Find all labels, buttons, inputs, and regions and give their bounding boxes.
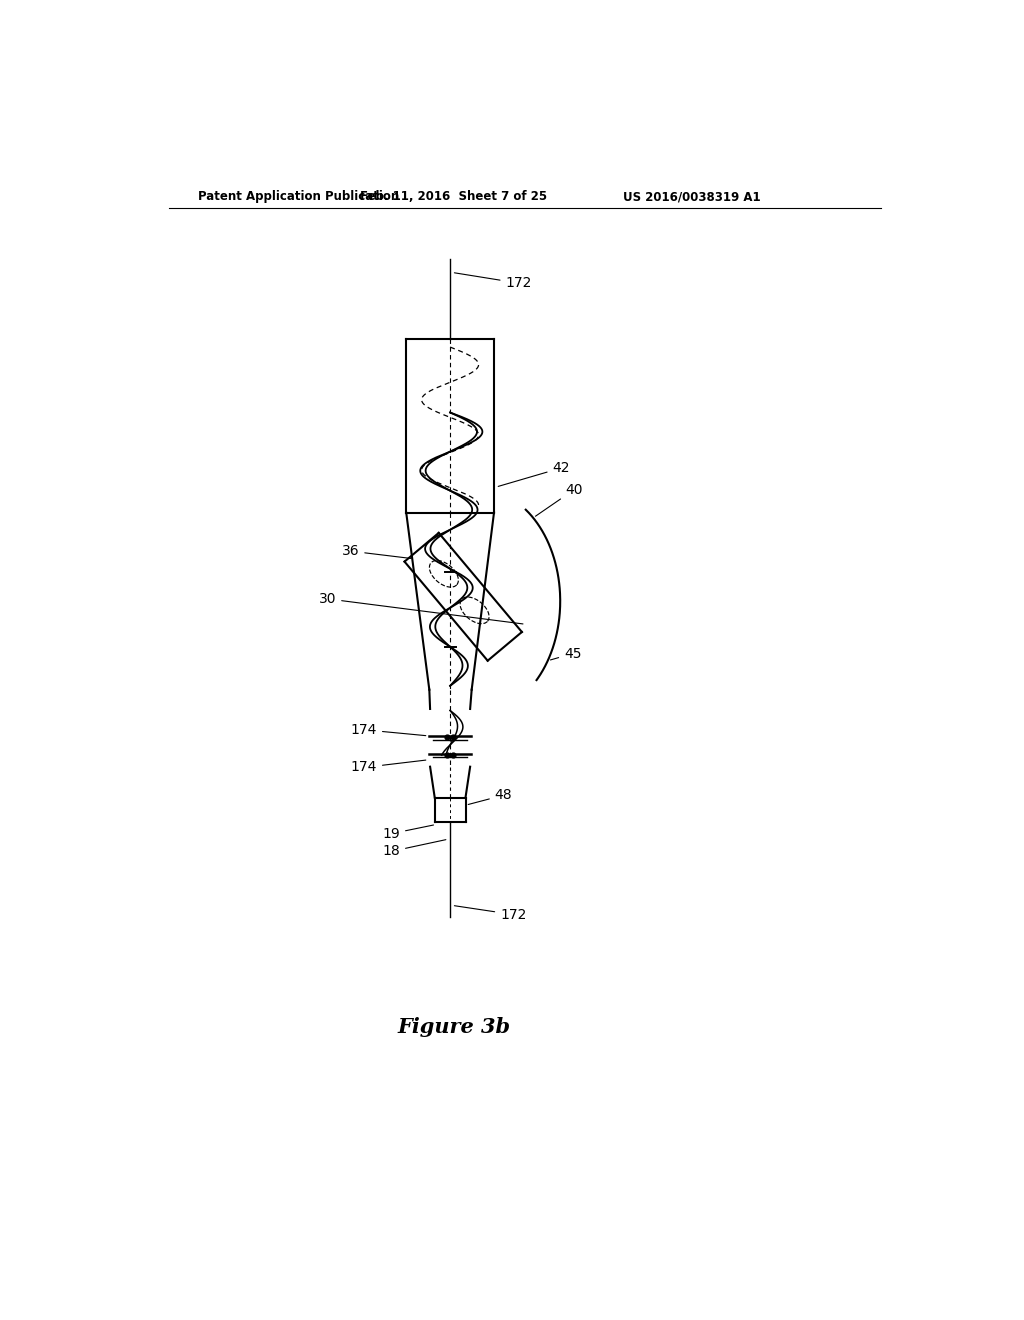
Text: 40: 40 <box>536 483 583 516</box>
Text: 172: 172 <box>455 273 531 290</box>
Text: 174: 174 <box>350 760 426 775</box>
Text: 48: 48 <box>468 788 512 804</box>
Text: Figure 3b: Figure 3b <box>397 1016 511 1038</box>
Text: Patent Application Publication: Patent Application Publication <box>199 190 399 203</box>
Text: 174: 174 <box>350 723 426 737</box>
Text: Feb. 11, 2016  Sheet 7 of 25: Feb. 11, 2016 Sheet 7 of 25 <box>360 190 548 203</box>
Text: 42: 42 <box>499 461 570 486</box>
Text: US 2016/0038319 A1: US 2016/0038319 A1 <box>624 190 761 203</box>
Text: 30: 30 <box>318 591 523 624</box>
Text: 172: 172 <box>455 906 526 921</box>
Text: 36: 36 <box>342 544 412 558</box>
Text: 45: 45 <box>551 647 582 660</box>
Text: 19: 19 <box>382 825 433 841</box>
Text: 18: 18 <box>382 840 445 858</box>
